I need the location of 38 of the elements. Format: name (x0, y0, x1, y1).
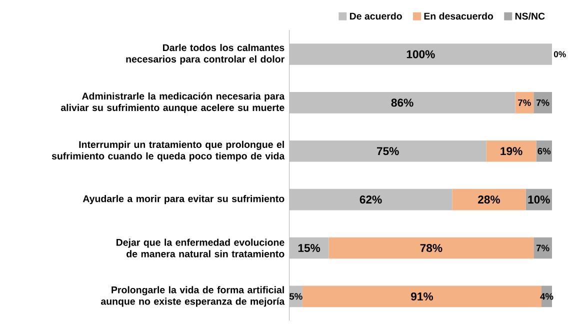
data-label: 6% (538, 148, 551, 154)
data-label: 7% (536, 99, 550, 106)
y-tick-label: Prolongarle la vida de forma artificial aunque no existe esperanza de mejoría (101, 286, 285, 307)
data-label: 7% (536, 244, 550, 252)
y-tick-label: Interrumpir un tratamiento que prolongue el sufrimiento cuando le queda poco tiempo de vida (52, 140, 285, 162)
bar (302, 286, 542, 308)
data-label: 62% (360, 196, 382, 204)
y-tick-label: Administrarle la medicación necesaria para aliviar su sufrimiento aunque acelere su muerte (60, 92, 285, 113)
data-label: 86% (391, 98, 414, 107)
data-label: 91% (411, 292, 434, 300)
data-label: 7% (518, 99, 531, 106)
y-tick-label: Darle todos los calmantes necesarios para controlar el dolor (126, 44, 284, 64)
bar (515, 92, 534, 114)
bar (536, 140, 552, 162)
data-label: 100% (406, 50, 435, 58)
data-label: 4% (540, 293, 554, 300)
bar (328, 237, 534, 259)
data-label: 10% (528, 196, 550, 204)
bar (452, 188, 526, 210)
legend-label: De acuerdo (350, 12, 402, 20)
bar (289, 188, 452, 210)
bar (289, 44, 552, 65)
bar (289, 92, 516, 114)
data-label: 78% (420, 244, 442, 252)
data-label: 0% (554, 51, 566, 58)
data-label: 75% (376, 147, 399, 156)
legend-label: En desacuerdo (424, 12, 494, 20)
data-label: 15% (298, 244, 320, 252)
y-tick-label: Dejar que la enfermedad evolucione de manera natural sin tratamiento (116, 238, 284, 258)
data-label: 19% (500, 147, 522, 156)
data-label: 5% (289, 293, 302, 300)
bar (534, 92, 552, 114)
legend-label: NS/NC (515, 12, 545, 20)
bar (289, 140, 486, 162)
y-tick-label: Ayudarle a morir para evitar su sufrimiento (82, 195, 284, 204)
data-label: 28% (478, 196, 500, 204)
bar (534, 237, 552, 259)
bar (486, 140, 536, 162)
